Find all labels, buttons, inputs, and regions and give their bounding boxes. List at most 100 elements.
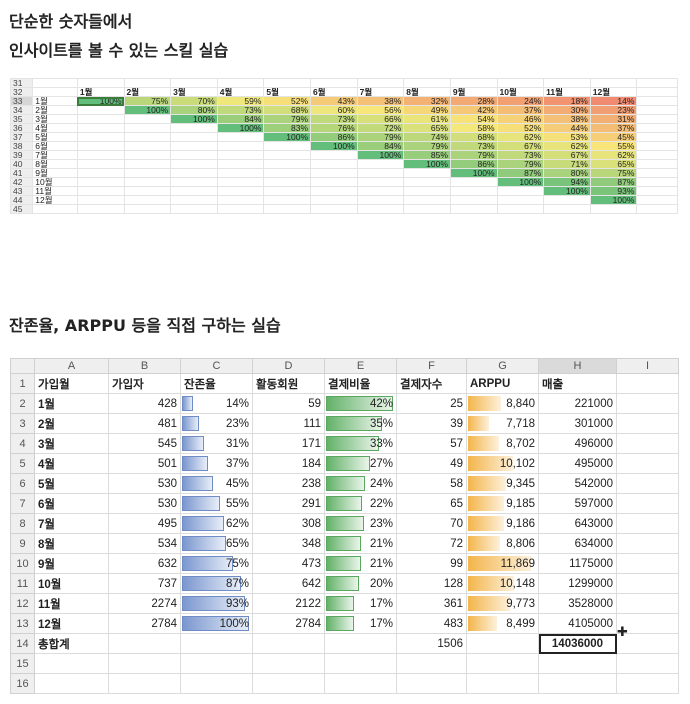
- active-members-cell[interactable]: 111: [252, 413, 325, 434]
- revenue-cell[interactable]: 634000: [538, 533, 617, 554]
- column-title-cell[interactable]: ARPPU: [466, 373, 539, 394]
- empty-cell[interactable]: [616, 673, 679, 694]
- empty-cell[interactable]: [616, 553, 679, 574]
- cohort-row-label[interactable]: 8월: [32, 159, 78, 169]
- cohort-cell[interactable]: 55%: [589, 141, 638, 151]
- cohort-cell[interactable]: 86%: [310, 132, 358, 142]
- cohort-cell[interactable]: [216, 78, 265, 88]
- revenue-cell[interactable]: 301000: [538, 413, 617, 434]
- cohort-cell[interactable]: 68%: [263, 105, 312, 115]
- cohort-cell[interactable]: 75%: [123, 96, 172, 106]
- cohort-cell[interactable]: 72%: [356, 123, 405, 133]
- cohort-cell[interactable]: 75%: [589, 168, 638, 178]
- cohort-cell[interactable]: 100%: [496, 177, 545, 187]
- cohort-cell[interactable]: [636, 177, 678, 187]
- cohort-cell[interactable]: 93%: [589, 186, 638, 196]
- cohort-cell[interactable]: [76, 132, 125, 142]
- arppu-cell[interactable]: 8,702: [466, 433, 539, 454]
- cohort-cell[interactable]: [216, 204, 265, 214]
- arppu-cell[interactable]: 9,186: [466, 513, 539, 534]
- empty-cell[interactable]: [616, 493, 679, 514]
- revenue-cell[interactable]: 1299000: [538, 573, 617, 594]
- cohort-cell[interactable]: [496, 204, 545, 214]
- row-header[interactable]: 1: [10, 373, 35, 394]
- month-cell[interactable]: 1월: [34, 393, 109, 414]
- cohort-row-header[interactable]: 38: [9, 141, 34, 151]
- cohort-row-header[interactable]: 32: [9, 87, 34, 97]
- empty-cell[interactable]: [616, 433, 679, 454]
- cohort-cell[interactable]: [403, 168, 451, 178]
- payment-rate-cell[interactable]: 24%: [324, 473, 397, 494]
- row-header[interactable]: 7: [10, 493, 35, 514]
- cohort-cell[interactable]: 44%: [543, 123, 591, 133]
- revenue-cell[interactable]: 542000: [538, 473, 617, 494]
- revenue-cell[interactable]: 495000: [538, 453, 617, 474]
- month-cell[interactable]: 9월: [34, 553, 109, 574]
- cohort-cell[interactable]: [449, 186, 498, 196]
- payment-rate-cell[interactable]: 35%: [324, 413, 397, 434]
- cohort-cell[interactable]: 100%: [449, 168, 498, 178]
- cohort-cell[interactable]: 71%: [543, 159, 591, 169]
- column-header-g[interactable]: G: [466, 358, 539, 374]
- cohort-cell[interactable]: 37%: [589, 123, 638, 133]
- cohort-cell[interactable]: [170, 159, 218, 169]
- cohort-cell[interactable]: 100%: [216, 123, 265, 133]
- empty-cell[interactable]: [180, 653, 253, 674]
- cohort-cell[interactable]: [636, 123, 678, 133]
- cohort-cell[interactable]: [310, 204, 358, 214]
- column-header-h[interactable]: H: [538, 358, 617, 374]
- cohort-cell[interactable]: [76, 204, 125, 214]
- cohort-cell[interactable]: [636, 168, 678, 178]
- row-header[interactable]: 2: [10, 393, 35, 414]
- cohort-cell[interactable]: 87%: [496, 168, 545, 178]
- cohort-cell[interactable]: [589, 78, 638, 88]
- cohort-cell[interactable]: 83%: [263, 123, 312, 133]
- cohort-cell[interactable]: [76, 78, 125, 88]
- cohort-row-label[interactable]: [32, 87, 78, 97]
- cohort-cell[interactable]: 84%: [356, 141, 405, 151]
- payment-rate-cell[interactable]: 42%: [324, 393, 397, 414]
- cohort-row-label[interactable]: 11월: [32, 186, 78, 196]
- subscribers-cell[interactable]: 428: [108, 393, 181, 414]
- row-header[interactable]: 8: [10, 513, 35, 534]
- payment-rate-cell[interactable]: 33%: [324, 433, 397, 454]
- active-members-cell[interactable]: 308: [252, 513, 325, 534]
- active-members-cell[interactable]: 642: [252, 573, 325, 594]
- cohort-cell[interactable]: 73%: [216, 105, 265, 115]
- cohort-cell[interactable]: [263, 78, 312, 88]
- cohort-cell[interactable]: 54%: [449, 114, 498, 124]
- cohort-cell[interactable]: [543, 204, 591, 214]
- retention-cell[interactable]: 14%: [180, 393, 253, 414]
- cohort-cell[interactable]: [170, 150, 218, 160]
- cohort-cell[interactable]: [216, 150, 265, 160]
- cohort-cell[interactable]: 23%: [589, 105, 638, 115]
- cohort-month-header[interactable]: 11월: [543, 87, 591, 97]
- cohort-row-header[interactable]: 36: [9, 123, 34, 133]
- subscribers-cell[interactable]: 530: [108, 493, 181, 514]
- cohort-cell[interactable]: [263, 204, 312, 214]
- month-cell[interactable]: 10월: [34, 573, 109, 594]
- cohort-cell[interactable]: [636, 150, 678, 160]
- revenue-cell[interactable]: 597000: [538, 493, 617, 514]
- revenue-cell[interactable]: 496000: [538, 433, 617, 454]
- cohort-row-label[interactable]: 12월: [32, 195, 78, 205]
- total-payers-cell[interactable]: 1506: [396, 633, 467, 654]
- row-header[interactable]: 6: [10, 473, 35, 494]
- cohort-cell[interactable]: 68%: [449, 132, 498, 142]
- empty-cell[interactable]: [180, 633, 253, 654]
- cohort-cell[interactable]: 49%: [403, 105, 451, 115]
- cohort-cell[interactable]: [263, 177, 312, 187]
- month-cell[interactable]: 6월: [34, 493, 109, 514]
- empty-cell[interactable]: [396, 653, 467, 674]
- column-header-e[interactable]: E: [324, 358, 397, 374]
- cohort-cell[interactable]: [636, 204, 678, 214]
- empty-cell[interactable]: [616, 393, 679, 414]
- cohort-cell[interactable]: 59%: [216, 96, 265, 106]
- cohort-cell[interactable]: [123, 204, 172, 214]
- cohort-cell[interactable]: [263, 150, 312, 160]
- cohort-month-header[interactable]: 1월: [76, 87, 125, 97]
- payment-rate-cell[interactable]: 21%: [324, 553, 397, 574]
- cohort-cell[interactable]: [76, 150, 125, 160]
- empty-cell[interactable]: [616, 453, 679, 474]
- cohort-cell[interactable]: [403, 177, 451, 187]
